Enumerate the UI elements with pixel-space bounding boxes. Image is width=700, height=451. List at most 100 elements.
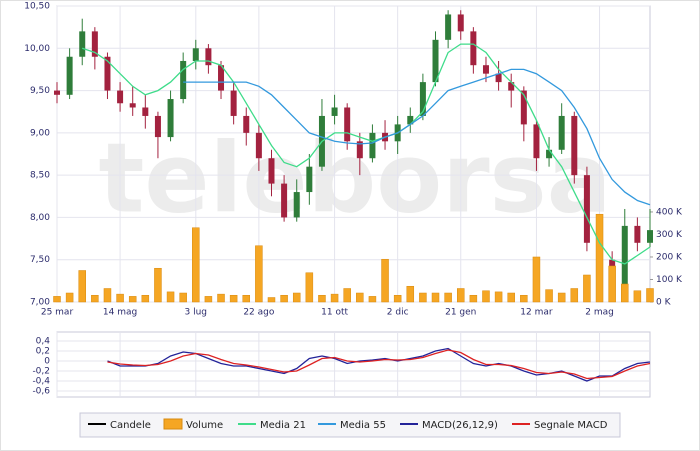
volume-bar (494, 291, 503, 303)
candle-body (583, 175, 590, 243)
volume-bar (520, 294, 528, 303)
volume-bar (53, 296, 61, 303)
legend-label: Segnale MACD (534, 420, 608, 431)
y2-tick-label: 200 K (656, 252, 683, 262)
volume-bar (646, 288, 654, 303)
volume-bar (192, 227, 200, 303)
y-tick-label: -0,2 (32, 367, 50, 377)
candle-body (533, 124, 540, 159)
candle-body (356, 141, 363, 159)
x-tick-label: 2 dic (387, 308, 409, 318)
candle-body (218, 65, 225, 91)
candle-body (243, 115, 250, 133)
y2-tick-label: 0 K (656, 298, 672, 308)
candle-body (192, 48, 199, 61)
candle-body (66, 56, 73, 95)
candle-body (647, 230, 653, 243)
candle-body (142, 107, 149, 116)
volume-bar (78, 270, 86, 303)
watermark: teleborsa (99, 122, 612, 234)
volume-bar (141, 294, 150, 303)
volume-bar (381, 258, 389, 303)
volume-bar (469, 294, 478, 303)
candle-body (306, 166, 313, 193)
volume-bar (242, 294, 251, 303)
volume-bar (595, 213, 604, 303)
volume-bar (444, 292, 452, 303)
volume-bar (608, 265, 616, 303)
y-tick-label: 7,50 (30, 255, 50, 265)
x-tick-label: 14 mag (103, 308, 137, 318)
x-tick-label: 12 mar (520, 308, 553, 318)
volume-bar (103, 288, 112, 303)
candle-body (293, 192, 300, 218)
y-tick-label: -0,6 (32, 387, 50, 397)
volume-bar (229, 294, 238, 303)
y-tick-label: 7,00 (30, 298, 50, 308)
y-tick-label: 9,50 (30, 86, 50, 96)
candle-body (205, 48, 212, 66)
ma-line (81, 43, 651, 265)
y-tick-label: -0,4 (32, 377, 50, 387)
candle-body (117, 90, 124, 104)
y-tick-label: 8,50 (30, 171, 50, 181)
volume-bar (305, 272, 314, 303)
volume-bar (507, 292, 515, 303)
candle-body (407, 115, 414, 125)
volume-bar (368, 296, 377, 303)
candle-body (344, 107, 351, 142)
y-tick-label: 0,2 (36, 347, 50, 357)
volume-bar (557, 292, 566, 303)
volume-bar (128, 296, 137, 303)
candle-body (79, 31, 86, 57)
y2-tick-label: 100 K (656, 275, 683, 285)
x-tick-label: 11 ott (321, 308, 348, 318)
candle-body (457, 14, 464, 32)
candle-body (621, 225, 628, 286)
candle-body (331, 107, 338, 116)
legend-swatch (163, 418, 183, 430)
candle-body (268, 158, 275, 184)
candle-body (230, 90, 237, 116)
candle-body (571, 115, 578, 176)
volume-bar (292, 292, 301, 303)
volume-bar (356, 292, 364, 303)
volume-bar (65, 292, 74, 303)
candle-body (445, 14, 452, 40)
candle-body (558, 115, 565, 150)
volume-bar (532, 256, 541, 303)
y-tick-label: 8,00 (30, 213, 50, 223)
volume-bar (456, 288, 465, 303)
x-tick-label: 3 lug (185, 308, 208, 318)
candle-body (54, 90, 60, 95)
candle-body (129, 103, 136, 108)
volume-bar (583, 274, 591, 303)
volume-bar (545, 289, 553, 303)
volume-bar (280, 294, 288, 303)
legend-label: Media 55 (340, 420, 386, 431)
legend-label: Candele (110, 420, 151, 431)
volume-bar (154, 267, 162, 303)
legend-label: MACD(26,12,9) (422, 420, 498, 431)
candle-body (167, 99, 174, 138)
candle-body (91, 31, 98, 57)
volume-bar (633, 290, 642, 303)
volume-bar (621, 283, 629, 303)
y-tick-label: 0,4 (36, 337, 51, 347)
x-tick-label: 21 gen (445, 308, 476, 318)
macd-plot (56, 331, 651, 398)
candle-body (432, 39, 439, 83)
legend-label: Volume (186, 420, 223, 431)
volume-bar (393, 294, 402, 303)
volume-bar (204, 296, 213, 303)
candle-body (369, 132, 376, 159)
volume-bar (318, 294, 326, 303)
x-tick-label: 2 mag (585, 308, 614, 318)
macd-line (107, 349, 651, 380)
candle-body (470, 31, 477, 66)
candle-body (104, 56, 111, 91)
volume-bar (255, 245, 263, 303)
candle-body (154, 115, 161, 138)
legend: Candele Volume Media 21 Media 55 MACD(26,12,… (79, 412, 621, 438)
candle-body (419, 82, 426, 116)
